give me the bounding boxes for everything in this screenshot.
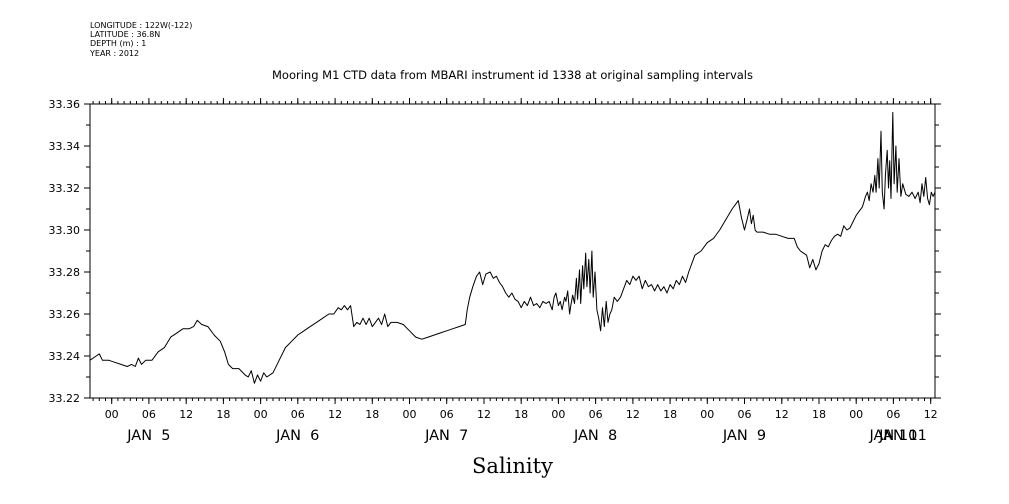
series-group [89,111,936,384]
day-label: JAN 10 [868,428,917,444]
day-label: JAN 9 [722,428,766,444]
y-tick-label: 33.22 [49,392,81,405]
y-tick-label: 33.24 [49,350,81,363]
x-tick-label: 18 [514,408,528,421]
day-label: JAN 6 [275,428,319,444]
x-tick-label: 18 [663,408,677,421]
x-tick-label: 00 [849,408,863,421]
y-tick-label: 33.28 [49,266,81,279]
salinity-series-line [89,111,936,384]
x-tick-label: 00 [105,408,119,421]
year-label: YEAR : 2012 [90,48,140,58]
x-tick-label: 00 [403,408,417,421]
x-axis-label: Salinity [472,454,553,478]
day-label: JAN 5 [126,428,170,444]
chart-title: Mooring M1 CTD data from MBARI instrumen… [272,68,753,82]
y-tick-label: 33.34 [49,140,81,153]
day-label: JAN 11 [878,428,927,444]
x-tick-label: 00 [551,408,565,421]
x-tick-label: 06 [738,408,752,421]
x-tick-label: 12 [626,408,640,421]
day-label: JAN 8 [573,428,617,444]
x-tick-label: 06 [886,408,900,421]
x-tick-label: 06 [291,408,305,421]
x-tick-label: 18 [812,408,826,421]
x-tick-label: 12 [328,408,342,421]
y-axis: 33.22 33.24 33.26 33.28 33.30 33.32 33.34 33.36 [49,98,941,405]
y-tick-label: 33.36 [49,98,81,111]
x-tick-label: 12 [179,408,193,421]
x-axis: 00 06 12 18 00 06 12 18 00 06 12 18 00 06 12 18 00 06 12 18… [105,98,938,444]
x-tick-label: 00 [254,408,268,421]
x-tick-label: 18 [216,408,230,421]
day-label: JAN 7 [424,428,468,444]
x-tick-label: 12 [477,408,491,421]
y-tick-label: 33.30 [49,224,81,237]
x-tick-label: 18 [365,408,379,421]
plot-frame [89,103,936,399]
x-tick-label: 06 [440,408,454,421]
metadata-block: LONGITUDE : 122W(-122) LATITUDE : 36.8N … [90,21,192,58]
longitude-label: LONGITUDE : 122W(-122) [90,21,193,30]
x-tick-label: 06 [142,408,156,421]
depth-label: DEPTH (m) : 1 [90,39,147,49]
x-tick-label: 00 [700,408,714,421]
x-tick-label: 12 [775,408,789,421]
minor-ticks [92,101,932,401]
x-tick-label: 06 [589,408,603,421]
latitude-label: LATITUDE : 36.8N [90,30,161,40]
y-tick-label: 33.26 [49,308,81,321]
y-tick-label: 33.32 [49,182,81,195]
x-tick-label: 12 [924,408,938,421]
